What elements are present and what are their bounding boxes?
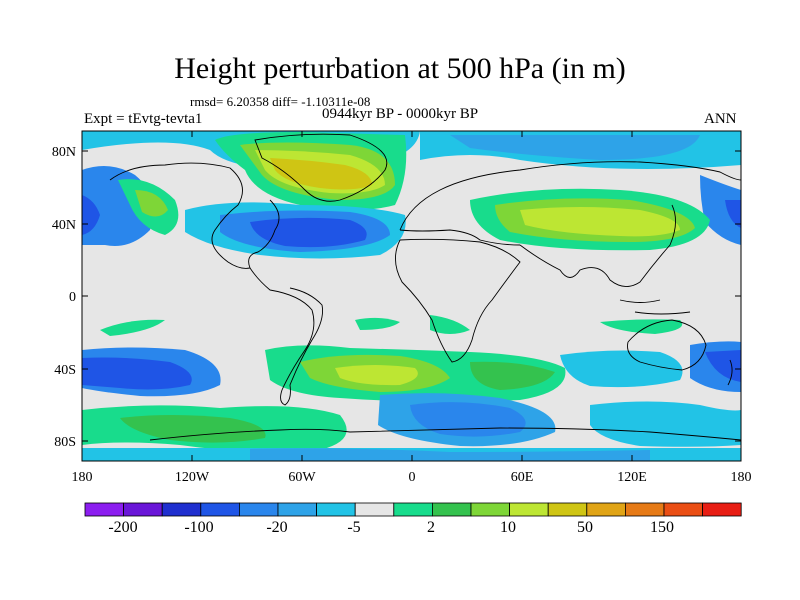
colorbar-label: 2	[427, 519, 435, 536]
lat-tick-label: 0	[69, 290, 76, 305]
lat-tick-label: 80S	[54, 435, 76, 450]
period-label: 0944kyr BP - 0000kyr BP	[322, 106, 479, 122]
colorbar-swatch	[238, 502, 279, 517]
lon-tick-label: 60W	[288, 470, 316, 485]
contour-field	[82, 131, 741, 461]
colorbar-labels: -200 -100 -20 -5 2 10 50 150	[108, 519, 674, 536]
lat-tick-label: 40N	[52, 218, 76, 233]
plot-title: Height perturbation at 500 hPa (in m)	[174, 52, 626, 85]
colorbar-swatch	[123, 502, 163, 517]
lon-tick-label: 180	[72, 470, 93, 485]
colorbar-label: 150	[650, 519, 674, 536]
lon-tick-label: 120W	[175, 470, 210, 485]
colorbar-swatch	[316, 502, 356, 517]
colorbar-swatch	[200, 502, 240, 517]
stats-label: rmsd= 6.20358 diff= -1.10311e-08	[190, 94, 371, 109]
colorbar-swatch	[354, 502, 395, 517]
colorbar-swatch	[470, 502, 510, 517]
colorbar-label: -20	[266, 519, 287, 536]
colorbar-label: 10	[500, 519, 516, 536]
axis-ticks	[81, 131, 742, 461]
colorbar-swatch	[702, 502, 742, 517]
colorbar-swatch	[277, 502, 317, 517]
lon-tick-label: 120E	[617, 470, 647, 485]
colorbar-label: -200	[108, 519, 137, 536]
colorbar-swatch	[161, 502, 202, 517]
colorbar-label: -100	[184, 519, 213, 536]
colorbar-swatch	[84, 502, 124, 517]
colorbar-label: -5	[347, 519, 360, 536]
season-label: ANN	[704, 111, 737, 127]
colorbar-swatch	[509, 502, 549, 517]
colorbar	[84, 502, 742, 517]
lon-tick-label: 180	[731, 470, 752, 485]
coastlines	[109, 133, 742, 441]
colorbar-swatch	[663, 502, 703, 517]
lon-tick-label: 0	[409, 470, 416, 485]
colorbar-swatch	[431, 502, 472, 517]
colorbar-swatch	[586, 502, 626, 517]
colorbar-swatch	[625, 502, 665, 517]
colorbar-swatch	[393, 502, 433, 517]
experiment-label: Expt = tEvtg-tevta1	[84, 111, 203, 127]
lat-tick-label: 80N	[52, 145, 76, 160]
colorbar-swatch	[547, 502, 588, 517]
lon-tick-label: 60E	[511, 470, 534, 485]
colorbar-label: 50	[577, 519, 593, 536]
lat-tick-label: 40S	[54, 363, 76, 378]
